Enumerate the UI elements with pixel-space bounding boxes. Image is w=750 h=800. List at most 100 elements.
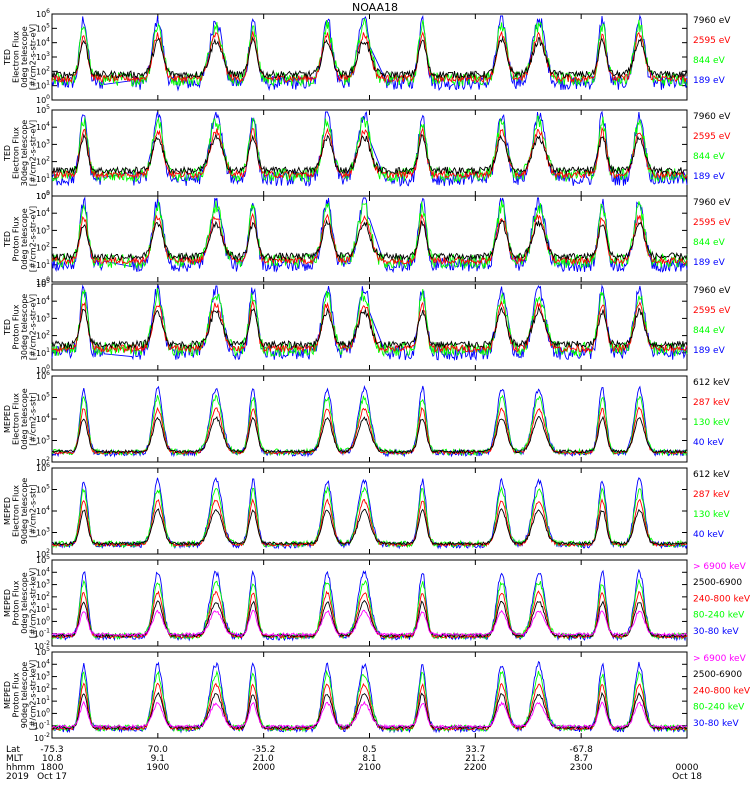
x-row-value: Oct 18 (672, 772, 702, 782)
series-trace-magenta (51, 609, 688, 638)
y-tick-label: 104 (36, 566, 50, 577)
y-axis-label-line: 30deg telescope (20, 294, 29, 361)
y-axis-label-line: [#/cm2-s-str] (29, 484, 38, 537)
legend-entry: 612 keV (693, 378, 730, 388)
y-axis-label-line: Electron Flux (12, 393, 21, 445)
y-tick-label: 106 (36, 8, 50, 19)
series-trace-black (51, 415, 688, 455)
y-tick-label: 102 (36, 591, 50, 602)
x-row-value: 2300 (570, 763, 593, 773)
legend-entry: 2595 eV (693, 306, 731, 316)
legend-entry: 287 keV (693, 398, 730, 408)
legend-entry: 2500-6900 (693, 578, 742, 588)
y-tick-label: 104 (36, 413, 50, 424)
y-tick-label: 100 (36, 364, 50, 375)
series-trace-blue (51, 476, 688, 550)
y-axis-label-line: Electron Flux (12, 31, 21, 83)
panel-5: 106 105 104 103 102 MEPED Electron Flux 0deg te… (3, 370, 730, 467)
legend-entry: 30-80 keV (693, 627, 739, 637)
x-row-value: Oct 17 (37, 772, 67, 782)
y-axis-label-line: [#/cm2-s-str-keV] (29, 568, 38, 639)
legend-entry: 844 eV (693, 326, 726, 336)
y-axis-label-line: MEPED (3, 497, 12, 525)
x-row-value: 10.8 (42, 754, 62, 764)
series-trace-green (51, 579, 688, 641)
chart-title: NOAA18 (352, 1, 398, 14)
y-axis-label: MEPED Electron Flux 0deg telescope [#/cm2-s… (3, 388, 38, 449)
y-tick-label: 102 (36, 330, 50, 341)
legend-entry: 80-240 keV (693, 611, 745, 621)
x-row-value: -35.2 (252, 745, 275, 755)
series-trace-black (51, 36, 688, 80)
y-tick-label: 105 (36, 484, 50, 495)
y-tick-label: 102 (36, 242, 50, 253)
series-trace-black (51, 219, 688, 262)
y-tick-label: 102 (36, 156, 50, 167)
legend-entry: 7960 eV (693, 112, 731, 122)
x-row-value: -67.8 (570, 745, 594, 755)
series-trace-red (51, 590, 688, 640)
x-row-value: 70.0 (148, 745, 168, 755)
legend-entry: 189 eV (693, 258, 726, 268)
y-axis-label-line: MEPED (3, 681, 12, 709)
y-axis-label-line: Electron Flux (12, 485, 21, 537)
y-tick-label: 105 (36, 190, 50, 201)
series-trace-red (51, 498, 688, 548)
y-tick-label: 103 (36, 224, 50, 235)
y-axis-label-line: [#/cm2-s-str-keV] (29, 660, 38, 731)
y-tick-label: 104 (36, 505, 50, 516)
y-tick-label: 103 (36, 579, 50, 590)
panel-2: 105 104 103 102 101 100 TED Electron Flux 30deg … (3, 104, 731, 201)
series-trace-green (51, 669, 688, 733)
y-tick-label: 100 (36, 276, 50, 287)
legend-entry: 2595 eV (693, 36, 731, 46)
x-row-value: 33.7 (465, 745, 485, 755)
y-axis-label-line: 90deg telescope (20, 662, 29, 729)
y-tick-label: 105 (36, 22, 50, 33)
series-trace-blue (51, 196, 688, 274)
y-axis-label-line: 0deg telescope (20, 208, 29, 269)
series-trace-black (51, 306, 688, 350)
panel-frame (51, 109, 688, 197)
legend-entry: 612 keV (693, 470, 730, 480)
y-tick-label: 104 (36, 658, 50, 669)
x-row-value: 21.2 (465, 754, 485, 764)
y-axis-label-line: [#/cm2-s-str] (29, 392, 38, 445)
series-trace-red (51, 682, 688, 732)
y-tick-label: 104 (36, 295, 50, 306)
y-axis-label-line: Proton Flux (12, 672, 21, 717)
y-axis-label-line: MEPED (3, 405, 12, 433)
y-axis-label-line: 90deg telescope (20, 478, 29, 545)
legend-entry: > 6900 keV (693, 562, 747, 572)
y-tick-label: 101 (36, 347, 50, 358)
y-axis-label: TED Proton Flux 0deg telescope [#/cm2-s-str… (3, 206, 38, 272)
y-tick-label: 101 (36, 80, 50, 91)
y-tick-label: 105 (36, 392, 50, 403)
series-trace-red (51, 300, 688, 354)
x-row-value: 2000 (252, 763, 275, 773)
legend-entry: 40 keV (693, 438, 725, 448)
legend-entry: 130 keV (693, 418, 730, 428)
panel-4: 105 104 103 102 101 100 TED Proton Flux 30deg te… (3, 278, 731, 375)
y-tick-label: 103 (36, 312, 50, 323)
y-tick-label: 100 (36, 94, 50, 105)
x-row-label: 2019 (6, 772, 29, 782)
y-tick-label: 105 (36, 278, 50, 289)
y-tick-label: 101 (36, 173, 50, 184)
series-trace-green (51, 115, 688, 183)
y-tick-label: 106 (36, 370, 50, 381)
y-axis-label-line: MEPED (3, 589, 12, 617)
x-row-value: -75.3 (40, 745, 63, 755)
legend-entry: 844 eV (693, 56, 726, 66)
y-axis-label-line: 0deg telescope (20, 388, 29, 449)
y-tick-label: 101 (36, 259, 50, 270)
legend-entry: 240-800 keV (693, 686, 750, 696)
y-tick-label: 104 (36, 207, 50, 218)
series-trace-green (51, 485, 688, 549)
panel-frame (51, 283, 688, 371)
y-tick-label: 103 (36, 527, 50, 538)
legend-entry: 30-80 keV (693, 719, 739, 729)
x-row-value: 0.5 (362, 745, 376, 755)
